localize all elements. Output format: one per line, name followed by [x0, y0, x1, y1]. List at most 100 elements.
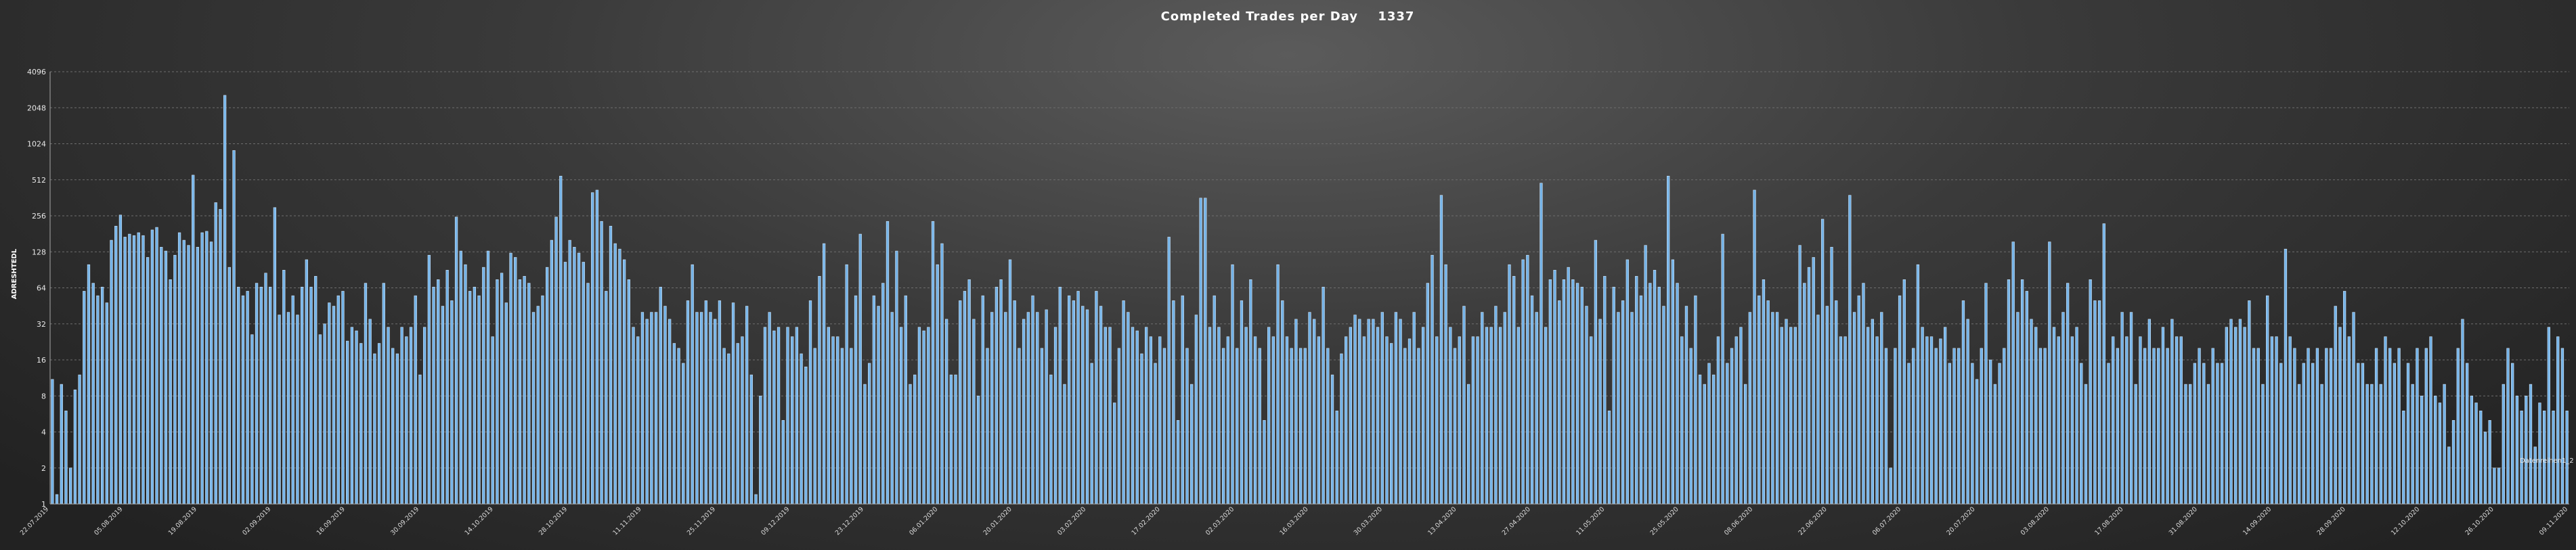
- bar: [1081, 306, 1085, 505]
- bar: [1680, 336, 1684, 505]
- bar: [1998, 363, 2001, 505]
- bar: [1726, 363, 1729, 505]
- bar: [2256, 348, 2260, 505]
- chart-title-text: Completed Trades per Day: [1161, 9, 1358, 24]
- bar: [917, 327, 921, 505]
- bar: [963, 291, 967, 505]
- bar: [2089, 279, 2092, 505]
- bar: [341, 291, 345, 505]
- bar: [1431, 254, 1434, 505]
- bar: [1957, 348, 1961, 505]
- bar: [1662, 306, 1665, 505]
- bar: [2334, 306, 2337, 505]
- bar: [640, 312, 645, 505]
- bar: [350, 327, 354, 505]
- bar: [718, 300, 722, 505]
- bar: [160, 247, 163, 505]
- bar: [2066, 283, 2070, 505]
- y-tick-label: 32: [37, 320, 46, 329]
- bar: [1326, 348, 1330, 505]
- bar: [2229, 319, 2233, 505]
- bar: [2547, 327, 2550, 505]
- bar: [1172, 300, 1175, 505]
- bar: [2007, 279, 2011, 505]
- bar: [1707, 363, 1711, 505]
- bar: [1340, 353, 1343, 505]
- bar: [1939, 338, 1942, 505]
- bar: [618, 248, 621, 505]
- bar: [1417, 348, 1420, 505]
- bar: [800, 353, 803, 505]
- bar: [632, 327, 635, 505]
- bar: [2479, 411, 2483, 505]
- bar: [1630, 312, 1634, 505]
- bar: [2170, 319, 2174, 505]
- bar: [1453, 348, 1457, 505]
- bar: [749, 374, 753, 505]
- bar: [1730, 348, 1734, 505]
- bar: [1703, 384, 1706, 505]
- bar: [541, 295, 544, 505]
- bar: [1362, 336, 1366, 505]
- bar: [60, 384, 63, 505]
- bar: [141, 235, 145, 505]
- x-tick-label: 19.08.2019: [167, 505, 198, 536]
- bar: [1467, 384, 1470, 505]
- bar: [1167, 237, 1171, 505]
- bar: [1271, 336, 1275, 505]
- bar: [831, 336, 835, 505]
- x-tick-label: 16.09.2019: [315, 505, 347, 536]
- bar: [345, 340, 349, 505]
- bar: [2139, 336, 2142, 505]
- bar: [2515, 395, 2519, 505]
- bar: [1812, 257, 1815, 505]
- bar: [1748, 312, 1751, 505]
- bar: [169, 279, 172, 505]
- bar: [1149, 336, 1152, 505]
- bar: [1676, 283, 1679, 505]
- bar: [2474, 403, 2478, 505]
- bar: [504, 302, 508, 505]
- bar: [150, 229, 154, 505]
- bar: [527, 283, 531, 505]
- bar: [1376, 327, 1380, 505]
- bar: [600, 221, 603, 505]
- bar: [2134, 384, 2137, 505]
- bar: [745, 306, 749, 505]
- bar: [2538, 403, 2541, 505]
- bar: [205, 231, 209, 505]
- bar: [1072, 300, 1076, 505]
- bar: [2466, 363, 2469, 505]
- bar: [1871, 319, 1875, 505]
- bar: [1743, 384, 1747, 505]
- bar: [1798, 245, 1802, 505]
- bar: [1571, 279, 1575, 505]
- bar: [286, 312, 290, 505]
- bar: [967, 279, 971, 505]
- bar: [1117, 348, 1121, 505]
- bar: [2166, 348, 2169, 505]
- bar: [2451, 420, 2455, 505]
- bar: [273, 207, 277, 505]
- bar: [1190, 384, 1194, 505]
- y-tick-label: 1: [41, 500, 46, 509]
- bar: [1349, 327, 1352, 505]
- bar: [986, 348, 989, 505]
- bar: [264, 273, 267, 505]
- bar: [2003, 348, 2006, 505]
- bar: [1575, 283, 1579, 505]
- bar: [1462, 306, 1466, 505]
- bar: [1825, 306, 1829, 505]
- bar: [1022, 319, 1026, 505]
- bar: [636, 336, 640, 505]
- bar: [1530, 295, 1534, 505]
- bar: [477, 295, 481, 505]
- bar: [128, 233, 131, 505]
- bar: [2434, 395, 2437, 505]
- bar: [1535, 312, 1538, 505]
- x-tick-label: 27.04.2020: [1501, 505, 1532, 536]
- bar: [118, 214, 123, 505]
- x-tick-label: 28.09.2020: [2316, 505, 2347, 536]
- x-tick-label: 08.06.2020: [1723, 505, 1754, 536]
- chart-title: Completed Trades per Day 1337: [1161, 9, 1415, 24]
